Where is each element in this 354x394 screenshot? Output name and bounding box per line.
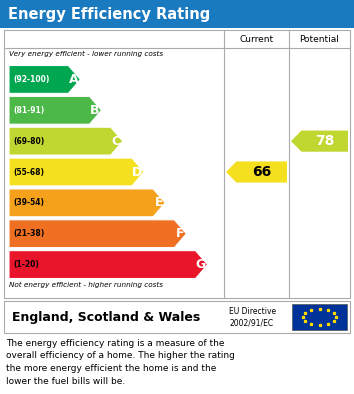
Text: The energy efficiency rating is a measure of the
overall efficiency of a home. T: The energy efficiency rating is a measur… — [6, 339, 235, 385]
Text: Energy Efficiency Rating: Energy Efficiency Rating — [8, 6, 210, 22]
Text: A: A — [69, 73, 78, 86]
Bar — [0, 0, 354, 28]
Text: (39-54): (39-54) — [13, 198, 44, 207]
Polygon shape — [9, 97, 102, 124]
Text: EU Directive
2002/91/EC: EU Directive 2002/91/EC — [229, 307, 276, 327]
Polygon shape — [9, 189, 165, 217]
Text: England, Scotland & Wales: England, Scotland & Wales — [12, 310, 200, 323]
Text: D: D — [132, 165, 142, 178]
Text: (81-91): (81-91) — [13, 106, 44, 115]
Text: Not energy efficient - higher running costs: Not energy efficient - higher running co… — [9, 282, 163, 288]
Text: C: C — [112, 135, 121, 148]
Text: B: B — [90, 104, 99, 117]
Polygon shape — [291, 130, 348, 152]
Text: E: E — [155, 196, 163, 209]
Text: Potential: Potential — [299, 35, 339, 43]
Polygon shape — [9, 251, 207, 279]
Bar — [292, 304, 347, 330]
Text: (92-100): (92-100) — [13, 75, 49, 84]
Text: (1-20): (1-20) — [13, 260, 39, 269]
Text: G: G — [195, 258, 206, 271]
Polygon shape — [226, 162, 287, 182]
Polygon shape — [9, 220, 186, 248]
Bar — [4, 301, 350, 333]
Text: (69-80): (69-80) — [13, 137, 44, 146]
Polygon shape — [9, 158, 144, 186]
Polygon shape — [9, 127, 123, 155]
Text: (21-38): (21-38) — [13, 229, 44, 238]
Text: Current: Current — [239, 35, 274, 43]
Text: F: F — [176, 227, 184, 240]
Text: Very energy efficient - lower running costs: Very energy efficient - lower running co… — [9, 51, 163, 57]
Polygon shape — [9, 65, 80, 93]
Bar — [4, 30, 350, 298]
Text: 78: 78 — [315, 134, 335, 148]
Text: (55-68): (55-68) — [13, 167, 44, 177]
Text: 66: 66 — [252, 165, 271, 179]
